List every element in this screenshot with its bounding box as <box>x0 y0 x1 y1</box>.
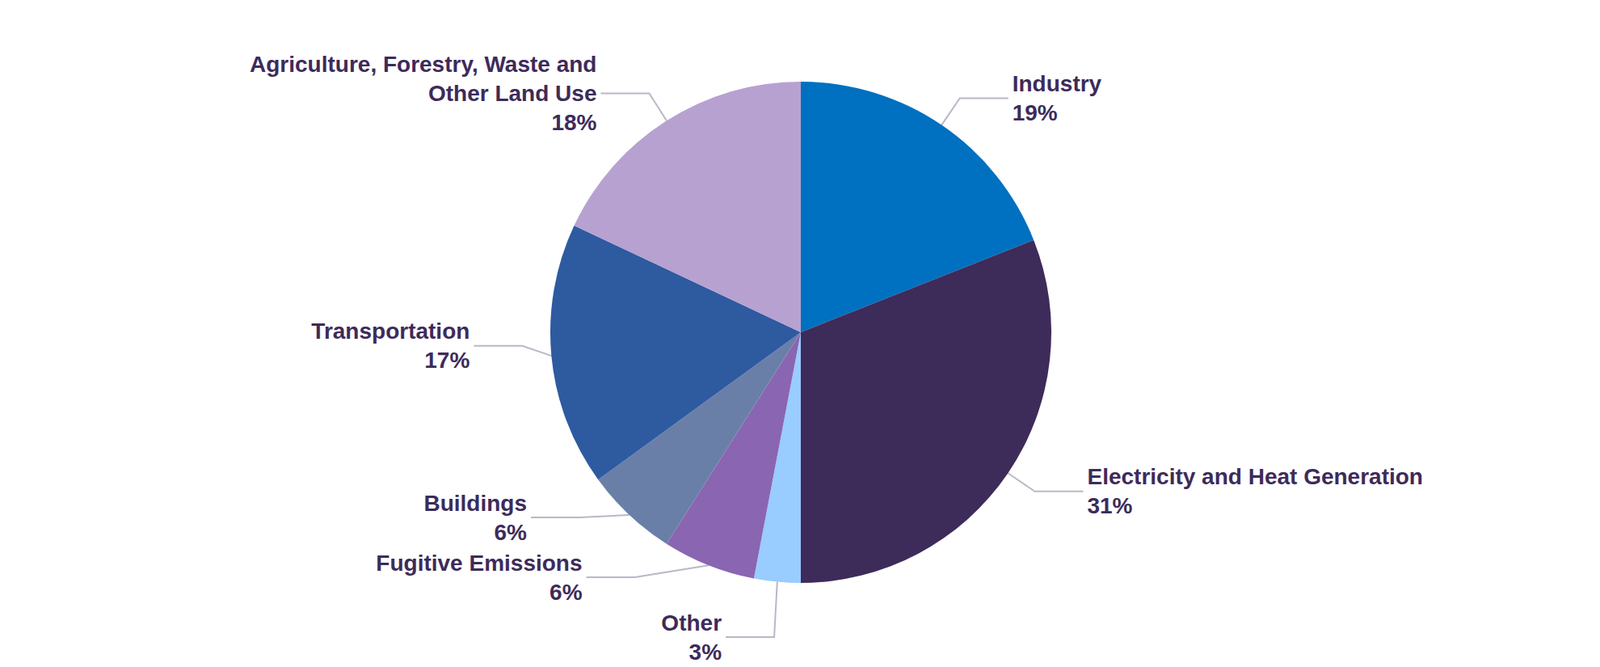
svg-text:Fugitive Emissions: Fugitive Emissions <box>375 550 582 576</box>
svg-text:Industry: Industry <box>1012 71 1103 97</box>
svg-text:Agriculture, Forestry, Waste a: Agriculture, Forestry, Waste and <box>249 51 597 77</box>
svg-text:3%: 3% <box>689 639 723 665</box>
svg-text:6%: 6% <box>549 579 583 605</box>
svg-text:Other Land Use: Other Land Use <box>421 80 597 106</box>
svg-text:31%: 31% <box>1086 492 1133 518</box>
svg-text:6%: 6% <box>494 519 528 545</box>
svg-text:19%: 19% <box>1012 100 1058 126</box>
svg-text:17%: 17% <box>424 347 470 373</box>
svg-text:Transportation: Transportation <box>311 318 470 344</box>
svg-text:Electricity and Heat Generatio: Electricity and Heat Generation <box>1086 463 1423 489</box>
svg-text:18%: 18% <box>551 109 597 135</box>
svg-text:Other: Other <box>661 610 722 636</box>
svg-text:Buildings: Buildings <box>423 490 527 516</box>
